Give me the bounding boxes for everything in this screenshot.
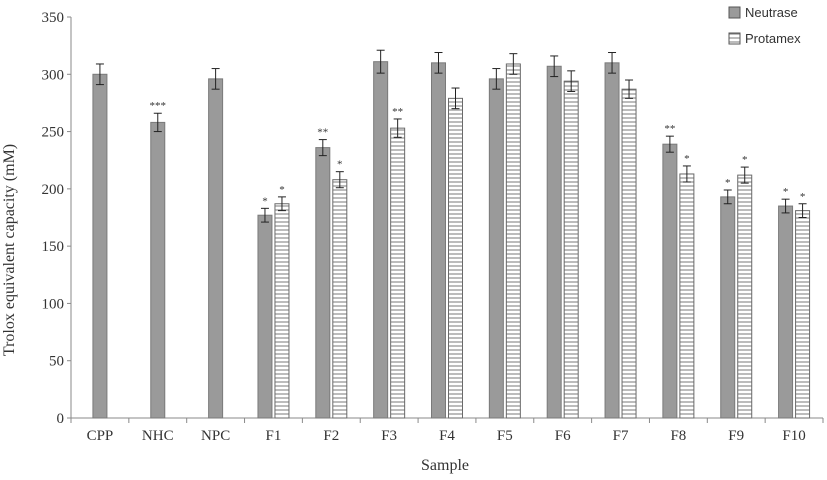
bar-neutrase — [604, 62, 620, 419]
significance-label: * — [725, 177, 731, 189]
bar-neutrase — [92, 73, 108, 419]
x-tick-label: F7 — [613, 428, 629, 444]
x-tick-label: F3 — [381, 428, 397, 444]
significance-label: ** — [664, 123, 675, 135]
bar-neutrase — [662, 143, 678, 419]
significance-label: * — [742, 154, 748, 166]
legend-label-protamex: Protamex — [745, 31, 801, 46]
y-tick-label: 200 — [42, 182, 65, 198]
x-tick-label: F1 — [266, 428, 282, 444]
significance-label: ** — [317, 127, 328, 139]
y-tick-label: 350 — [42, 10, 65, 26]
bar-protamex — [795, 210, 811, 419]
bar-protamex — [274, 203, 290, 419]
x-tick-label: F6 — [555, 428, 571, 444]
y-tick-label: 300 — [42, 67, 65, 83]
bar-protamex — [737, 174, 753, 419]
significance-label: * — [783, 186, 789, 198]
bar-protamex — [679, 173, 695, 419]
y-tick-label: 150 — [42, 239, 65, 255]
bar-protamex — [448, 97, 463, 419]
x-axis: CPP NHC NPC F1 F2 F3 F4 F5 F6 F7 F8 F9 F10 — [70, 417, 824, 444]
legend-swatch-neutrase — [728, 6, 741, 19]
significance-label: ** — [392, 106, 403, 118]
significance-label: * — [279, 184, 285, 196]
x-tick-label: F5 — [497, 428, 513, 444]
bar-neutrase — [778, 205, 794, 419]
bar-neutrase — [431, 62, 446, 419]
bar-protamex — [390, 127, 406, 419]
bar-protamex — [505, 63, 521, 419]
bar-neutrase — [720, 196, 736, 419]
x-tick-label: F10 — [782, 428, 805, 444]
significance-label: *** — [150, 100, 167, 112]
bars-layer: **************** * — [92, 49, 811, 419]
bar-neutrase — [488, 78, 504, 419]
significance-label: * — [262, 195, 268, 207]
x-tick-label: F2 — [323, 428, 339, 444]
bar-protamex — [621, 88, 637, 419]
bar-neutrase — [315, 147, 331, 419]
x-tick-label: NPC — [201, 428, 230, 444]
bar-protamex — [563, 80, 579, 419]
x-axis-title: Sample — [421, 457, 469, 474]
bar-neutrase — [546, 65, 562, 419]
x-tick-label: F4 — [439, 428, 455, 444]
x-tick-label: F8 — [670, 428, 686, 444]
y-tick-label: 100 — [42, 296, 65, 312]
y-tick-label: 50 — [49, 354, 64, 370]
bar-protamex — [332, 179, 348, 419]
legend-swatch-protamex — [728, 32, 741, 45]
bar-neutrase — [208, 78, 224, 419]
legend: Neutrase Protamex — [728, 5, 801, 46]
significance-label: * — [684, 153, 690, 165]
x-tick-label: F9 — [728, 428, 744, 444]
bar-neutrase — [373, 61, 389, 419]
y-axis-title: Trolox equivalent capacity (mM) — [1, 144, 18, 356]
x-tick-label: NHC — [142, 428, 174, 444]
y-tick-label: 250 — [42, 125, 65, 141]
significance-label: * — [337, 159, 343, 171]
legend-label-neutrase: Neutrase — [745, 5, 798, 20]
significance-label: * — [800, 191, 806, 203]
bar-neutrase — [150, 121, 166, 419]
x-tick-label: CPP — [87, 428, 114, 444]
y-tick-label: 0 — [57, 411, 65, 427]
y-axis: 0 50 100 150 200 250 300 350 — [42, 10, 72, 427]
bar-neutrase — [257, 214, 273, 419]
